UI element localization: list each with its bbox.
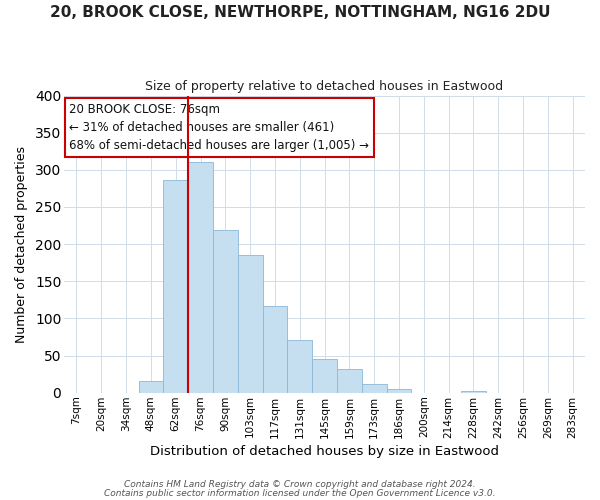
Bar [312, 359, 337, 392]
Bar [163, 180, 188, 392]
Bar [139, 381, 163, 392]
Text: 20, BROOK CLOSE, NEWTHORPE, NOTTINGHAM, NG16 2DU: 20, BROOK CLOSE, NEWTHORPE, NOTTINGHAM, … [50, 5, 550, 20]
Bar [461, 391, 486, 392]
Bar [362, 384, 386, 392]
Bar [213, 230, 238, 392]
Bar [287, 340, 312, 392]
Text: 20 BROOK CLOSE: 76sqm
← 31% of detached houses are smaller (461)
68% of semi-det: 20 BROOK CLOSE: 76sqm ← 31% of detached … [70, 103, 370, 152]
Bar [386, 389, 412, 392]
Bar [337, 369, 362, 392]
Title: Size of property relative to detached houses in Eastwood: Size of property relative to detached ho… [145, 80, 503, 93]
Y-axis label: Number of detached properties: Number of detached properties [15, 146, 28, 342]
Bar [238, 254, 263, 392]
Text: Contains HM Land Registry data © Crown copyright and database right 2024.: Contains HM Land Registry data © Crown c… [124, 480, 476, 489]
Bar [188, 162, 213, 392]
X-axis label: Distribution of detached houses by size in Eastwood: Distribution of detached houses by size … [150, 444, 499, 458]
Bar [263, 306, 287, 392]
Text: Contains public sector information licensed under the Open Government Licence v3: Contains public sector information licen… [104, 488, 496, 498]
